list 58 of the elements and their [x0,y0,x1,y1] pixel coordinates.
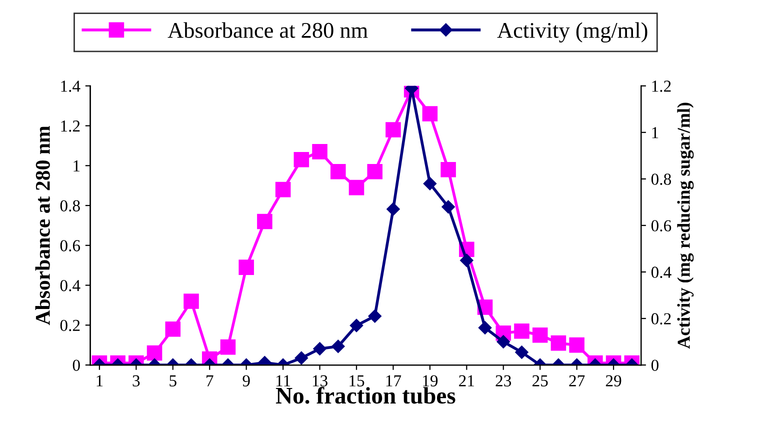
y-tick-label: 1 [74,160,80,172]
point [238,260,254,275]
point [220,339,236,355]
point [275,182,291,198]
point [440,162,456,178]
y-tick-label: 0.2 [60,320,80,332]
point [514,323,530,339]
point [312,144,328,160]
x-tick-label: 11 [276,375,290,386]
point [386,202,400,216]
point [386,122,401,138]
y2-tick-label: 0.2 [651,313,671,325]
x-tick-label: 25 [532,375,548,386]
y2-tick-label: 1.2 [652,80,671,92]
point [532,327,548,343]
x-tick-label: 29 [606,375,622,386]
point [569,337,584,353]
y-tick-label: 1.2 [61,120,80,132]
legend-label: Absorbance at 280 nm [168,22,368,38]
y-tick-label: 0.4 [60,280,80,292]
x-tick-label: 19 [423,375,438,386]
y2-tick-label: 0.6 [651,220,672,232]
y-tick-label: 0.6 [60,240,80,252]
x-tick-label: 5 [170,375,176,386]
point [184,294,199,309]
point [257,214,272,230]
x-tick-label: 9 [242,375,250,386]
y2-axis-title: Activity (mg reducing sugar/ml) [677,102,694,349]
point [367,164,382,180]
x-tick-label: 15 [350,375,364,386]
y2-tick-label: 0.8 [651,174,671,185]
point [165,321,181,337]
y2-tick-label: 0 [651,360,658,371]
point [422,106,438,122]
y-tick-label: 0 [72,360,80,371]
y2-tick-label: 1 [652,127,658,138]
x-tick-label: 7 [206,375,214,386]
legend-label: Activity (mg/ml) [497,22,648,42]
x-tick-label: 21 [459,375,474,386]
x-tick-label: 13 [312,375,328,386]
point [348,180,364,196]
x-tick-label: 1 [96,375,103,386]
point [460,254,474,267]
point [442,200,455,214]
x-tick-label: 3 [132,375,140,386]
y-tick-label: 0.8 [60,200,80,212]
y2-tick-label: 0.4 [651,266,672,278]
point [423,176,437,190]
y-axis-title: Absorbance at 280 nm [35,126,50,326]
x-axis-title: No. fraction tubes [276,386,456,404]
point [146,345,162,361]
point [294,152,310,168]
point [330,164,346,180]
y-tick-label: 1.4 [61,80,80,92]
x-tick-label: 27 [569,375,585,386]
point [550,335,566,351]
x-tick-label: 17 [386,375,402,386]
x-tick-label: 23 [496,375,512,386]
